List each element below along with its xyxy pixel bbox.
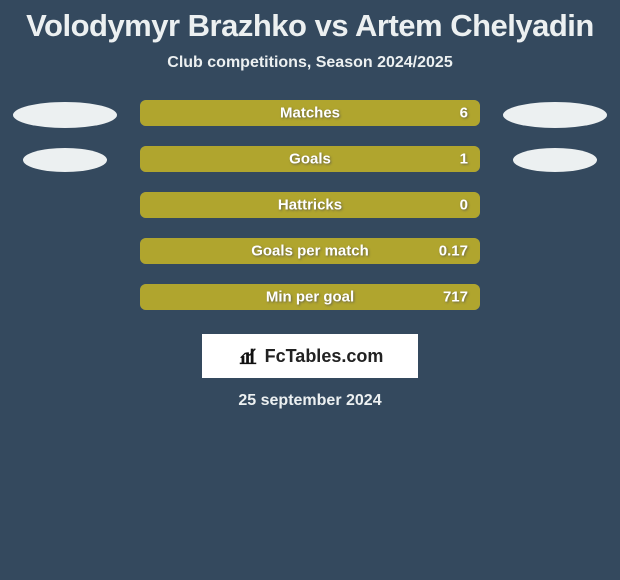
right-bubble-slot — [499, 240, 611, 266]
stat-row: Min per goal 717 — [140, 284, 480, 310]
right-bubble-slot — [499, 102, 611, 128]
stat-value: 717 — [443, 289, 468, 306]
left-bubble-slot — [9, 102, 121, 128]
player1-bubble — [23, 148, 107, 172]
stat-row: Hattricks 0 — [140, 192, 480, 218]
stat-value: 6 — [460, 105, 468, 122]
stat-label: Goals — [289, 151, 331, 168]
left-bubble-slot — [9, 286, 121, 312]
right-bubble-slot — [499, 194, 611, 220]
right-bubble-slot — [499, 148, 611, 174]
subtitle: Club competitions, Season 2024/2025 — [0, 54, 620, 72]
right-bubble-slot — [499, 286, 611, 312]
date-line: 25 september 2024 — [0, 392, 620, 410]
stat-row: Goals per match 0.17 — [140, 238, 480, 264]
stat-label: Min per goal — [266, 289, 354, 306]
right-bubble-column — [499, 100, 611, 312]
player1-bubble — [13, 102, 117, 128]
stat-bars-column: Matches 6 Goals 1 Hattricks 0 Goals per match 0… — [139, 100, 481, 310]
left-bubble-column — [9, 100, 121, 312]
stat-value: 0 — [460, 197, 468, 214]
infographic-container: Volodymyr Brazhko vs Artem Chelyadin Clu… — [0, 0, 620, 410]
stat-row: Goals 1 — [140, 146, 480, 172]
stats-area: Matches 6 Goals 1 Hattricks 0 Goals per match 0… — [0, 100, 620, 312]
stat-value: 0.17 — [439, 243, 468, 260]
stat-row: Matches 6 — [140, 100, 480, 126]
brand-badge: FcTables.com — [202, 334, 418, 378]
stat-label: Matches — [280, 105, 340, 122]
player2-bubble — [513, 148, 597, 172]
stat-value: 1 — [460, 151, 468, 168]
page-title: Volodymyr Brazhko vs Artem Chelyadin — [0, 8, 620, 44]
brand-label: FcTables.com — [265, 346, 384, 367]
left-bubble-slot — [9, 148, 121, 174]
stat-label: Hattricks — [278, 197, 342, 214]
left-bubble-slot — [9, 194, 121, 220]
stat-label: Goals per match — [251, 243, 369, 260]
left-bubble-slot — [9, 240, 121, 266]
player2-bubble — [503, 102, 607, 128]
bar-chart-icon — [237, 345, 259, 367]
